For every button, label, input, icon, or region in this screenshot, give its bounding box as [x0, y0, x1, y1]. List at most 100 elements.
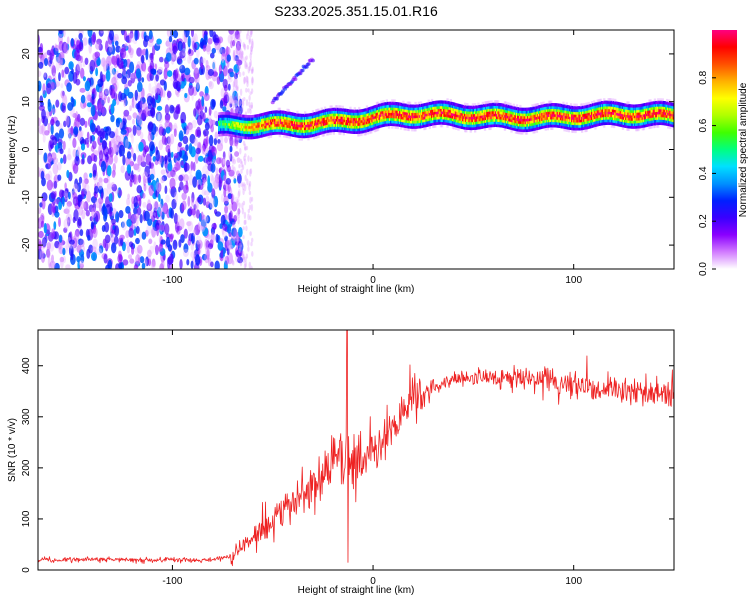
- noise-cell: [69, 239, 75, 245]
- noise-cell: [235, 141, 239, 149]
- noise-cell: [76, 244, 82, 253]
- noise-cell: [126, 239, 130, 249]
- noise-cell: [123, 135, 129, 148]
- noise-cell: [68, 245, 74, 257]
- noise-cell: [239, 259, 243, 267]
- noise-cell: [160, 169, 166, 175]
- band-cell: [402, 100, 405, 104]
- noise-cell: [219, 46, 226, 55]
- noise-cell: [237, 190, 240, 199]
- noise-cell: [111, 169, 116, 178]
- noise-cell: [154, 63, 158, 70]
- noise-cell: [188, 76, 195, 84]
- noise-cell: [123, 30, 128, 41]
- noise-cell: [143, 210, 150, 222]
- noise-cell: [139, 91, 143, 101]
- noise-cell: [156, 113, 161, 121]
- noise-cell: [71, 68, 74, 75]
- noise-cell: [50, 123, 54, 135]
- noise-cell: [98, 90, 103, 101]
- noise-cell: [135, 68, 141, 79]
- noise-cell: [191, 119, 197, 129]
- noise-cell: [154, 93, 159, 101]
- noise-cell: [216, 76, 221, 85]
- noise-cell: [214, 209, 218, 215]
- noise-cell: [211, 47, 216, 54]
- noise-cell: [224, 255, 230, 265]
- noise-cell: [80, 253, 85, 264]
- noise-cell: [54, 44, 60, 52]
- noise-cell: [38, 207, 42, 214]
- noise-cell: [223, 187, 227, 198]
- noise-cell: [60, 256, 64, 269]
- noise-cell: [111, 242, 117, 254]
- noise-cell: [45, 173, 51, 181]
- noise-cell: [51, 258, 54, 266]
- noise-cell: [43, 152, 48, 163]
- noise-cell: [213, 110, 218, 119]
- noise-cell: [108, 140, 112, 149]
- noise-cell: [160, 87, 163, 98]
- noise-cell: [205, 156, 213, 166]
- noise-cell: [42, 83, 46, 95]
- noise-cell: [201, 189, 207, 196]
- noise-cell: [173, 69, 179, 81]
- noise-cell: [184, 67, 191, 76]
- noise-cell: [111, 68, 117, 75]
- noise-cell: [122, 117, 127, 125]
- noise-cell: [108, 30, 115, 41]
- noise-cell: [46, 49, 51, 56]
- noise-cell: [206, 248, 210, 261]
- noise-cell: [207, 37, 213, 45]
- noise-cell: [152, 210, 158, 219]
- noise-cell: [163, 80, 167, 91]
- noise-cell: [220, 170, 225, 181]
- noise-cell: [41, 238, 47, 249]
- noise-cell: [249, 91, 252, 96]
- noise-cell: [44, 130, 50, 136]
- noise-cell: [127, 193, 130, 200]
- noise-cell: [173, 54, 178, 60]
- noise-cell: [98, 86, 104, 97]
- noise-cell: [243, 155, 246, 162]
- noise-cell: [65, 239, 70, 251]
- noise-cell: [82, 61, 86, 68]
- noise-cell: [251, 237, 254, 243]
- noise-cell: [211, 222, 217, 230]
- noise-cell: [234, 104, 238, 110]
- noise-cell: [74, 228, 80, 237]
- noise-cell: [232, 194, 235, 201]
- noise-cell: [110, 233, 114, 243]
- noise-cell: [238, 95, 241, 101]
- noise-cell: [161, 175, 168, 182]
- noise-cell: [235, 48, 239, 57]
- noise-cell: [172, 30, 179, 39]
- noise-region-cells: [38, 30, 254, 269]
- noise-cell: [73, 126, 79, 136]
- noise-cell: [86, 142, 90, 149]
- noise-cell: [77, 194, 83, 202]
- noise-cell: [135, 215, 139, 228]
- noise-cell: [222, 156, 226, 165]
- noise-cell: [201, 95, 205, 107]
- noise-cell: [59, 246, 64, 255]
- noise-cell: [142, 171, 148, 181]
- noise-cell: [62, 247, 66, 256]
- noise-cell: [132, 224, 136, 230]
- noise-cell: [197, 224, 203, 230]
- noise-cell: [77, 146, 81, 156]
- noise-cell: [196, 78, 200, 90]
- band-cell: [296, 110, 299, 114]
- noise-cell: [242, 226, 245, 231]
- noise-cell: [188, 124, 193, 132]
- noise-cell: [119, 234, 125, 240]
- noise-cell: [135, 103, 140, 110]
- noise-cell: [90, 122, 96, 133]
- noise-cell: [150, 173, 155, 180]
- band-cell: [449, 99, 452, 103]
- noise-cell: [165, 40, 170, 47]
- noise-cell: [244, 61, 247, 69]
- noise-cell: [237, 64, 241, 70]
- noise-cell: [48, 140, 53, 152]
